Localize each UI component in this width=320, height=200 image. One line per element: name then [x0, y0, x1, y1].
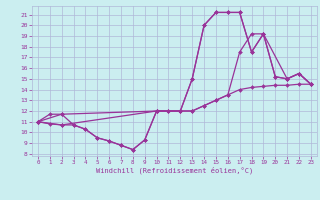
X-axis label: Windchill (Refroidissement éolien,°C): Windchill (Refroidissement éolien,°C)	[96, 167, 253, 174]
